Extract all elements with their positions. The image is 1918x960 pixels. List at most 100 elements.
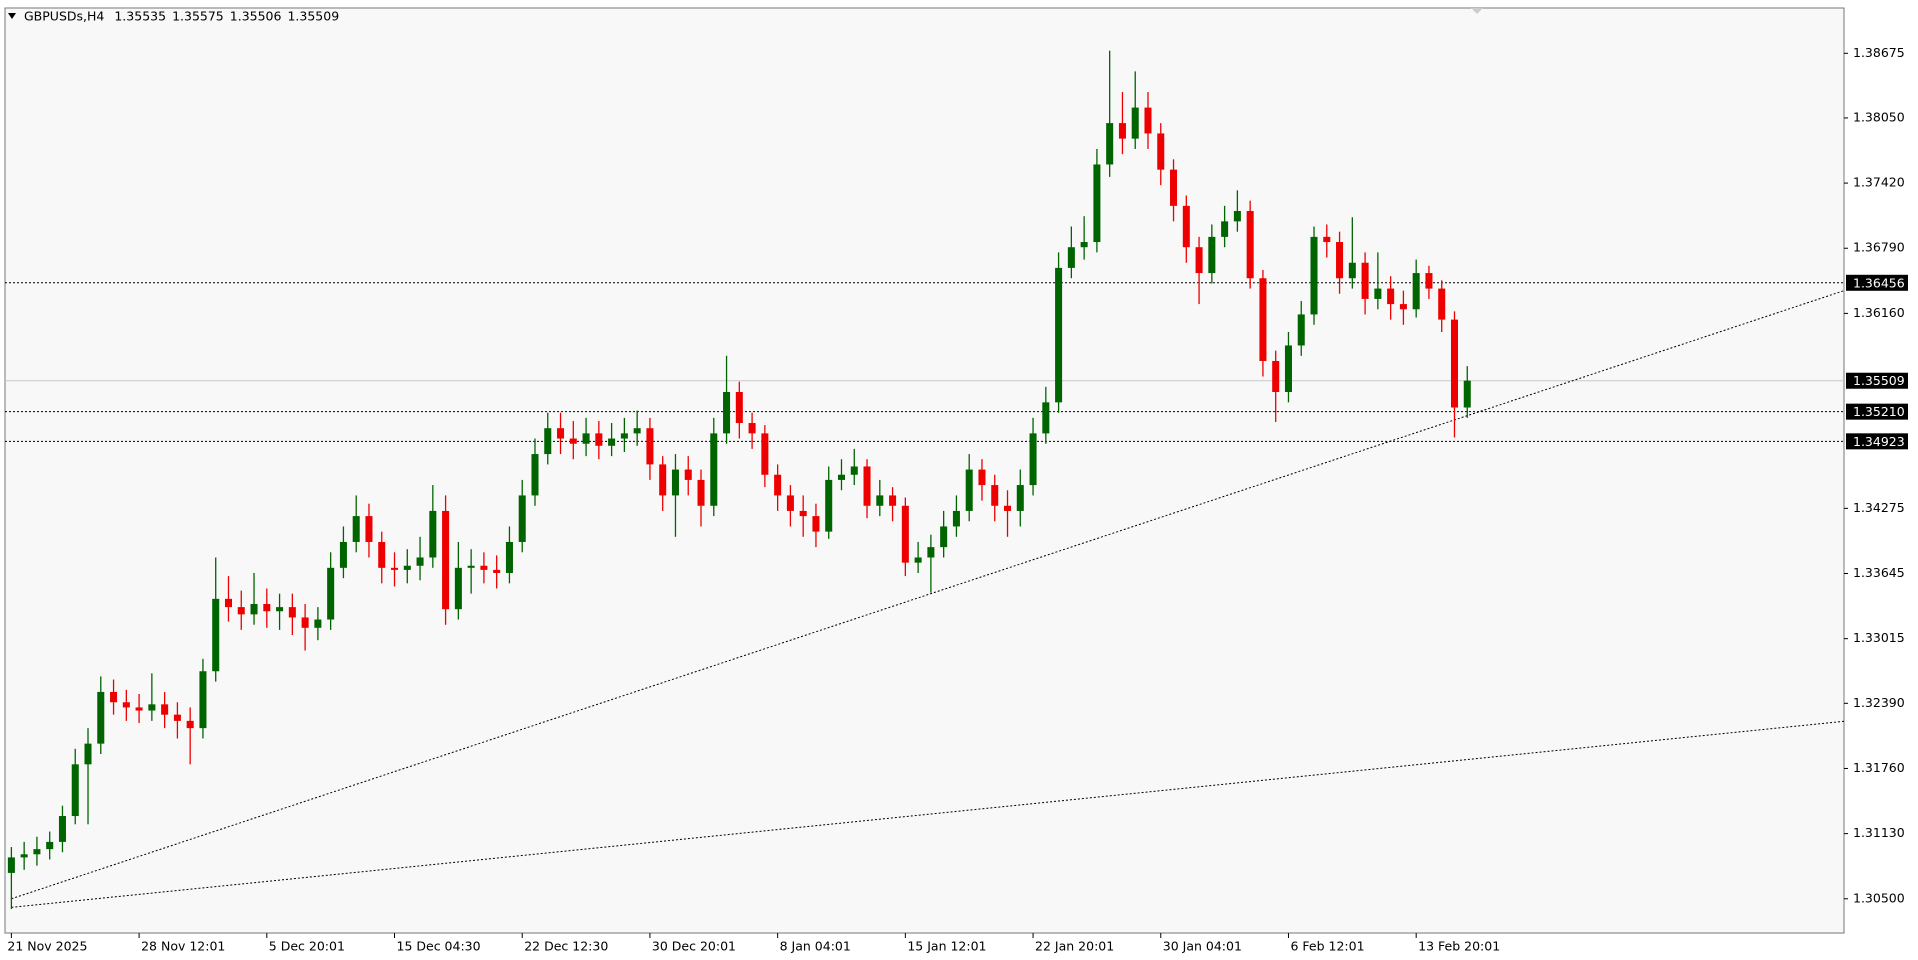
candle-body bbox=[122, 702, 130, 708]
x-tick-label: 15 Dec 04:30 bbox=[397, 939, 481, 954]
trend-line bbox=[11, 720, 1845, 908]
candle-body bbox=[212, 598, 220, 672]
candle-body bbox=[1246, 211, 1254, 279]
candle-body bbox=[710, 433, 718, 506]
candle-body bbox=[288, 607, 296, 618]
candle-body bbox=[531, 454, 539, 496]
y-tick-label: 1.30500 bbox=[1853, 890, 1905, 905]
candle-body bbox=[1029, 433, 1037, 486]
level-label: 1.36456 bbox=[1853, 275, 1905, 290]
y-tick-label: 1.36160 bbox=[1853, 305, 1905, 320]
candle-body bbox=[1438, 288, 1446, 320]
x-tick-label: 13 Feb 20:01 bbox=[1418, 939, 1500, 954]
candle-body bbox=[480, 565, 488, 570]
candle-body bbox=[748, 423, 756, 434]
candle-body bbox=[825, 479, 833, 532]
candle-body bbox=[327, 567, 335, 620]
candle-body bbox=[1170, 169, 1178, 206]
candle-body bbox=[1399, 304, 1407, 310]
candle-body bbox=[620, 433, 628, 439]
candle-body bbox=[1387, 288, 1395, 305]
current-price-label: 1.35509 bbox=[1853, 373, 1905, 388]
y-tick-label: 1.33015 bbox=[1853, 630, 1905, 645]
ohlc-value: 1.35506 bbox=[230, 9, 282, 24]
candle-body bbox=[173, 714, 181, 721]
candle-body bbox=[889, 495, 897, 506]
candle-body bbox=[1106, 123, 1114, 165]
candle-body bbox=[493, 569, 501, 573]
candle-body bbox=[1336, 242, 1344, 279]
candle-body bbox=[812, 516, 820, 532]
x-tick-label: 30 Dec 20:01 bbox=[652, 939, 736, 954]
candle-body bbox=[1310, 236, 1318, 315]
candle-body bbox=[84, 743, 92, 765]
candle-body bbox=[774, 474, 782, 496]
level-label-box bbox=[1846, 433, 1908, 450]
candle-body bbox=[454, 567, 462, 610]
shift-marker bbox=[1471, 8, 1483, 14]
y-tick-label: 1.32390 bbox=[1853, 695, 1905, 710]
x-tick-label: 15 Jan 12:01 bbox=[907, 939, 986, 954]
candle-body bbox=[786, 495, 794, 511]
candle-body bbox=[1042, 402, 1050, 434]
candle-body bbox=[518, 495, 526, 542]
candle-body bbox=[1374, 288, 1382, 299]
x-tick-label: 21 Nov 2025 bbox=[7, 939, 87, 954]
candle-body bbox=[416, 557, 424, 566]
ohlc-value: 1.35575 bbox=[172, 9, 224, 24]
candle-body bbox=[1080, 242, 1088, 248]
candle-body bbox=[684, 469, 692, 480]
candle-body bbox=[991, 485, 999, 506]
candle-body bbox=[1182, 205, 1190, 248]
candle-body bbox=[914, 557, 922, 563]
candle-body bbox=[301, 617, 309, 628]
candle-body bbox=[940, 526, 948, 548]
candle-body bbox=[557, 428, 565, 439]
candle-body bbox=[659, 464, 667, 496]
candle-body bbox=[339, 541, 347, 568]
candle-body bbox=[1450, 319, 1459, 408]
candle-body bbox=[365, 516, 373, 542]
level-label-box bbox=[1846, 274, 1908, 291]
candle-body bbox=[237, 607, 245, 615]
candle-body bbox=[671, 469, 679, 496]
candle-body bbox=[467, 565, 475, 568]
candle-body bbox=[1272, 360, 1280, 393]
candle-body bbox=[276, 607, 284, 612]
candle-body bbox=[595, 433, 603, 446]
candle-body bbox=[1425, 273, 1433, 289]
candle-body bbox=[633, 428, 641, 434]
candle-body bbox=[1412, 273, 1420, 310]
candle-body bbox=[876, 495, 884, 506]
ohlc-value: 1.35535 bbox=[114, 9, 166, 24]
candle-body bbox=[582, 433, 590, 444]
y-tick-label: 1.38050 bbox=[1853, 109, 1905, 124]
candle-body bbox=[1195, 247, 1203, 274]
candle-body bbox=[978, 469, 986, 486]
candle-body bbox=[442, 510, 450, 610]
candle-body bbox=[505, 541, 513, 573]
candle-body bbox=[761, 433, 769, 475]
candle-body bbox=[569, 438, 577, 444]
candle-body bbox=[965, 469, 973, 511]
candle-body bbox=[735, 392, 743, 424]
y-tick-label: 1.37420 bbox=[1853, 175, 1905, 190]
candle-body bbox=[110, 691, 118, 703]
x-tick-label: 30 Jan 04:01 bbox=[1163, 939, 1242, 954]
candle-body bbox=[161, 704, 169, 715]
menu-triangle[interactable] bbox=[8, 13, 16, 19]
candle-body bbox=[952, 510, 960, 527]
candle-body bbox=[1361, 262, 1369, 299]
candle-body bbox=[199, 671, 207, 729]
candle-body bbox=[544, 428, 552, 455]
candle-body bbox=[850, 466, 858, 475]
x-tick-label: 22 Jan 20:01 bbox=[1035, 939, 1114, 954]
candle-body bbox=[1131, 107, 1139, 139]
candle-body bbox=[378, 541, 386, 568]
candle-body bbox=[1118, 123, 1126, 139]
x-tick-label: 28 Nov 12:01 bbox=[141, 939, 225, 954]
candle-body bbox=[1093, 164, 1101, 243]
x-tick-label: 5 Dec 20:01 bbox=[269, 939, 345, 954]
candle-body bbox=[1297, 314, 1305, 346]
y-tick-label: 1.33645 bbox=[1853, 565, 1905, 580]
